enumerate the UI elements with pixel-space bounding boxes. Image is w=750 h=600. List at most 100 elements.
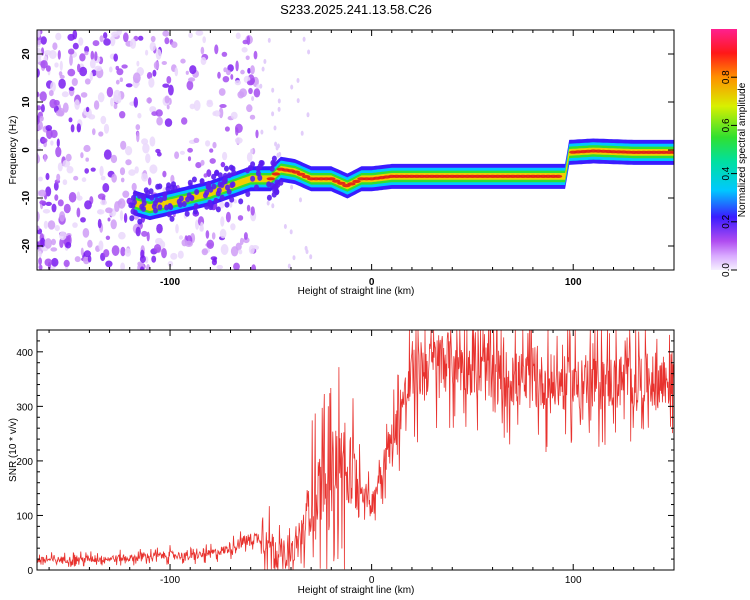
noise-blob bbox=[195, 30, 204, 36]
noise-blob bbox=[70, 124, 75, 133]
noise-blob bbox=[277, 106, 281, 112]
noise-blob bbox=[267, 37, 271, 43]
noise-blob bbox=[235, 60, 239, 72]
noise-blob bbox=[153, 244, 162, 253]
ridge-core bbox=[352, 179, 361, 183]
ridge-blob bbox=[203, 192, 208, 199]
noise-blob bbox=[290, 184, 294, 190]
noise-blob bbox=[83, 144, 91, 153]
noise-blob bbox=[213, 110, 221, 117]
noise-blob bbox=[263, 59, 267, 64]
noise-blob bbox=[155, 49, 162, 60]
noise-blob bbox=[115, 79, 120, 85]
noise-blob bbox=[107, 217, 111, 222]
noise-blob bbox=[98, 240, 104, 251]
noise-blob bbox=[55, 110, 64, 117]
noise-blob bbox=[271, 87, 275, 93]
snr-panel: -100 0 100 0 100 200 300 400 Height of straight… bbox=[8, 329, 675, 596]
noise-blob bbox=[146, 97, 153, 104]
snr-y-label: SNR (10 * v/v) bbox=[8, 418, 19, 482]
noise-blob bbox=[37, 115, 40, 125]
noise-blob bbox=[255, 129, 259, 139]
noise-blob bbox=[65, 241, 72, 249]
noise-blob bbox=[37, 68, 40, 78]
noise-blob bbox=[200, 221, 204, 231]
noise-blob bbox=[39, 200, 47, 205]
noise-blob bbox=[230, 223, 236, 231]
chart-title: S233.2025.241.13.58.C26 bbox=[280, 2, 432, 17]
noise-blob bbox=[156, 223, 163, 234]
noise-blob bbox=[242, 39, 249, 45]
noise-blob bbox=[87, 239, 93, 248]
noise-blob bbox=[193, 100, 201, 111]
colorbar-tick-label: 0.4 bbox=[721, 166, 732, 180]
noise-blob bbox=[88, 114, 96, 120]
noise-blob bbox=[161, 61, 167, 65]
noise-blob bbox=[152, 69, 157, 77]
noise-blob bbox=[100, 175, 106, 181]
noise-blob bbox=[123, 213, 128, 223]
ridge-blob bbox=[269, 165, 275, 172]
ridge-blob bbox=[204, 203, 210, 210]
noise-blob bbox=[246, 152, 253, 163]
ridge-core bbox=[271, 172, 281, 176]
noise-blob bbox=[271, 203, 275, 209]
noise-blob bbox=[102, 183, 110, 193]
noise-blob bbox=[230, 111, 238, 120]
noise-blob bbox=[119, 111, 126, 119]
noise-blob bbox=[44, 238, 52, 249]
noise-blob bbox=[159, 240, 166, 249]
noise-blob bbox=[142, 143, 150, 154]
noise-blob bbox=[292, 255, 296, 261]
noise-blob bbox=[224, 126, 230, 132]
noise-blob bbox=[105, 260, 113, 268]
noise-blob bbox=[113, 89, 121, 101]
noise-blob bbox=[233, 262, 240, 270]
noise-blob bbox=[234, 137, 243, 144]
noise-blob bbox=[222, 76, 230, 83]
noise-blob bbox=[103, 123, 110, 134]
noise-blob bbox=[125, 146, 133, 156]
noise-blob bbox=[164, 95, 170, 104]
ridge-blob bbox=[224, 201, 230, 208]
noise-blob bbox=[238, 249, 243, 255]
noise-blob bbox=[119, 77, 124, 82]
noise-blob bbox=[66, 166, 74, 174]
noise-blob bbox=[46, 128, 53, 140]
noise-blob bbox=[111, 31, 119, 38]
noise-blob bbox=[55, 146, 62, 158]
snr-series-line bbox=[36, 329, 675, 570]
noise-blob bbox=[85, 157, 89, 162]
noise-blob bbox=[117, 200, 122, 205]
ridge-core bbox=[337, 181, 346, 185]
noise-blob bbox=[38, 176, 43, 182]
noise-blob bbox=[140, 266, 145, 270]
noise-blob bbox=[206, 169, 212, 178]
noise-blob bbox=[178, 235, 184, 240]
ridge-blob bbox=[176, 198, 182, 205]
noise-blob bbox=[106, 86, 114, 98]
noise-blob bbox=[84, 78, 91, 85]
spectrogram-x-label: Height of straight line (km) bbox=[298, 286, 415, 297]
noise-blob bbox=[105, 235, 111, 240]
noise-blob bbox=[164, 118, 173, 127]
noise-blob bbox=[57, 162, 63, 172]
y-tick-label: 200 bbox=[16, 457, 33, 468]
y-tick-label: 10 bbox=[21, 96, 32, 108]
noise-blob bbox=[92, 128, 96, 136]
ridge-blob bbox=[193, 208, 198, 215]
ridge-core bbox=[553, 174, 563, 178]
noise-blob bbox=[92, 40, 100, 47]
noise-blob bbox=[260, 129, 264, 135]
noise-blob bbox=[149, 106, 157, 113]
noise-blob bbox=[80, 92, 88, 98]
noise-blob bbox=[67, 68, 76, 77]
noise-blob bbox=[45, 125, 53, 131]
noise-blob bbox=[168, 84, 174, 96]
ridge-blob bbox=[206, 180, 212, 187]
x-tick-label: 0 bbox=[369, 277, 375, 288]
noise-blob bbox=[84, 168, 89, 174]
noise-blob bbox=[222, 151, 228, 161]
